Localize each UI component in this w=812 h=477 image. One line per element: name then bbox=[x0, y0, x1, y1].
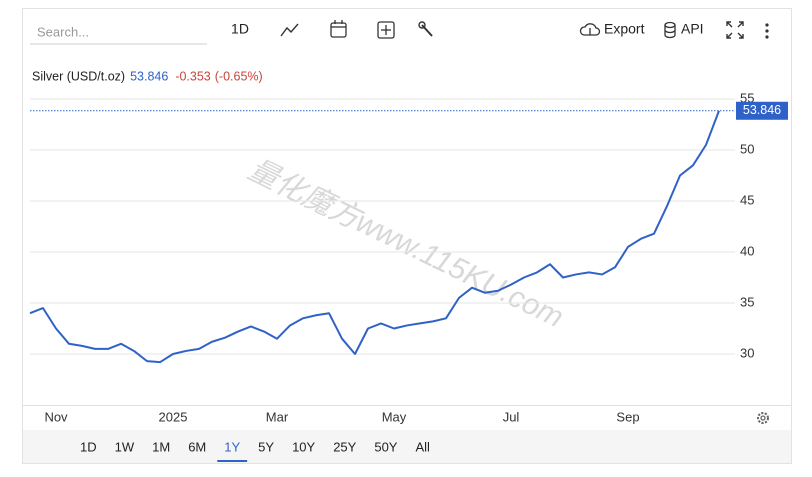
x-tick-label: Nov bbox=[44, 409, 68, 424]
export-label[interactable]: Export bbox=[604, 21, 645, 37]
last-value-badge-label: 53.846 bbox=[743, 103, 781, 117]
y-tick-label: 30 bbox=[740, 345, 754, 360]
range-button-label[interactable]: 1D bbox=[80, 439, 97, 454]
range-bar bbox=[23, 430, 791, 463]
menu-icon[interactable] bbox=[765, 23, 769, 39]
toolbar: Search... 1D Export API bbox=[30, 20, 769, 45]
change: -0.353 bbox=[175, 69, 210, 83]
range-button[interactable]: 5Y bbox=[258, 439, 274, 454]
range-button[interactable]: 25Y bbox=[333, 439, 356, 454]
range-button[interactable]: 1Y bbox=[217, 439, 248, 462]
range-button[interactable]: All bbox=[415, 439, 430, 454]
y-tick-label: 40 bbox=[740, 243, 754, 258]
tools-icon[interactable] bbox=[418, 21, 433, 37]
price-line bbox=[29, 110, 720, 364]
x-tick-label: Sep bbox=[616, 409, 639, 424]
interval-button[interactable]: 1D bbox=[231, 21, 249, 37]
range-button-label[interactable]: 5Y bbox=[258, 439, 274, 454]
search-input[interactable]: Search... bbox=[37, 24, 89, 39]
x-tick-label: Mar bbox=[266, 409, 289, 424]
range-button[interactable]: 1W bbox=[115, 439, 135, 454]
settings-icon[interactable] bbox=[757, 412, 769, 424]
change-percent: (-0.65%) bbox=[215, 69, 263, 83]
chart-type-icon[interactable] bbox=[280, 23, 299, 37]
x-tick-label: Jul bbox=[503, 409, 520, 424]
range-button-label[interactable]: 1W bbox=[115, 439, 135, 454]
x-tick-label: May bbox=[382, 409, 407, 424]
y-tick-label: 50 bbox=[740, 141, 754, 156]
last-value-badge bbox=[736, 101, 788, 120]
api-button[interactable]: API bbox=[664, 21, 704, 39]
range-button-label[interactable]: 50Y bbox=[374, 439, 397, 454]
range-button[interactable]: 1M bbox=[152, 439, 170, 454]
y-tick-label: 35 bbox=[740, 294, 754, 309]
chart-header: Silver (USD/t.oz) 53.846 -0.353 (-0.65%) bbox=[32, 69, 263, 83]
export-button[interactable]: Export bbox=[579, 21, 645, 37]
last-value: 53.846 bbox=[130, 69, 168, 83]
fullscreen-icon[interactable] bbox=[726, 21, 744, 39]
range-button[interactable]: 50Y bbox=[374, 439, 397, 454]
range-button[interactable]: 1D bbox=[80, 439, 97, 454]
compare-icon[interactable] bbox=[377, 21, 395, 39]
y-tick-label: 55 bbox=[740, 90, 754, 105]
range-button-label[interactable]: 10Y bbox=[292, 439, 315, 454]
chart-title: Silver (USD/t.oz) bbox=[32, 69, 125, 83]
api-label[interactable]: API bbox=[681, 21, 704, 37]
frame bbox=[22, 8, 792, 464]
y-tick-label: 45 bbox=[740, 192, 754, 207]
range-button[interactable]: 6M bbox=[188, 439, 206, 454]
calendar-icon[interactable] bbox=[330, 20, 347, 38]
range-button[interactable]: 10Y bbox=[292, 439, 315, 454]
range-button-label[interactable]: 1M bbox=[152, 439, 170, 454]
range-button-label[interactable]: 6M bbox=[188, 439, 206, 454]
x-tick-label: 2025 bbox=[159, 409, 188, 424]
range-button-label[interactable]: 1Y bbox=[224, 439, 240, 454]
range-button-label[interactable]: All bbox=[415, 439, 430, 454]
range-button-label[interactable]: 25Y bbox=[333, 439, 356, 454]
